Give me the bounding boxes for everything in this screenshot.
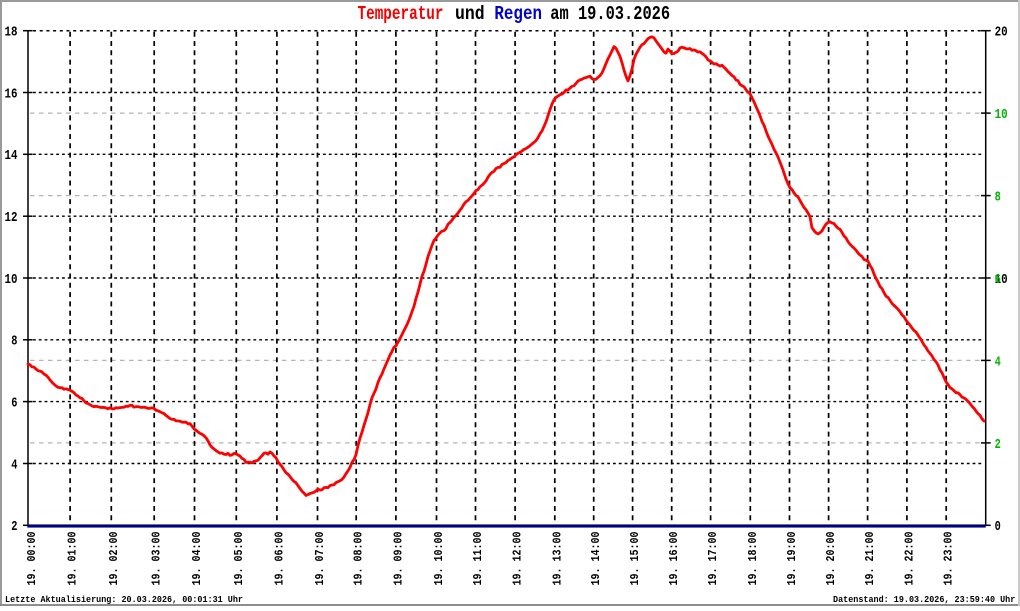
svg-text:6: 6 [11, 396, 17, 412]
svg-text:Letzte Aktualisierung: 20.03.2: Letzte Aktualisierung: 20.03.2026, 00:01… [5, 594, 243, 605]
svg-text:19. 05:00: 19. 05:00 [233, 531, 246, 585]
svg-text:19. 19:00: 19. 19:00 [786, 531, 799, 585]
svg-text:Temperatur: Temperatur [358, 3, 444, 25]
svg-text:4: 4 [995, 354, 1001, 370]
svg-text:Regen: Regen [494, 3, 542, 25]
svg-text:10: 10 [5, 272, 18, 288]
svg-text:19. 21:00: 19. 21:00 [864, 531, 877, 585]
svg-text:12: 12 [5, 210, 18, 226]
svg-text:4: 4 [11, 457, 17, 473]
svg-text:Datenstand: 19.03.2026, 23:59:: Datenstand: 19.03.2026, 23:59:40 Uhr [833, 594, 1016, 605]
svg-text:19. 14:00: 19. 14:00 [590, 531, 603, 585]
svg-text:19. 20:00: 19. 20:00 [825, 531, 838, 585]
svg-text:19. 16:00: 19. 16:00 [668, 531, 681, 585]
svg-text:19. 10:00: 19. 10:00 [433, 531, 446, 585]
svg-text:19. 07:00: 19. 07:00 [314, 531, 327, 585]
svg-text:19. 01:00: 19. 01:00 [67, 531, 80, 585]
svg-text:19. 09:00: 19. 09:00 [392, 531, 405, 585]
svg-text:19. 17:00: 19. 17:00 [707, 531, 720, 585]
svg-text:14: 14 [5, 148, 18, 164]
svg-text:19. 02:00: 19. 02:00 [108, 531, 121, 585]
svg-text:6: 6 [995, 272, 1001, 288]
svg-text:19. 00:00: 19. 00:00 [26, 531, 39, 585]
svg-text:18: 18 [5, 25, 18, 41]
svg-text:19. 13:00: 19. 13:00 [551, 531, 564, 585]
svg-text:16: 16 [5, 86, 18, 102]
svg-text:20: 20 [995, 25, 1008, 41]
svg-text:und: und [455, 3, 485, 25]
svg-text:19. 08:00: 19. 08:00 [353, 531, 366, 585]
svg-text:10: 10 [995, 272, 1008, 288]
svg-text:19. 22:00: 19. 22:00 [903, 531, 916, 585]
svg-text:19. 18:00: 19. 18:00 [747, 531, 760, 585]
svg-text:8: 8 [995, 190, 1001, 206]
svg-text:2: 2 [995, 437, 1001, 453]
svg-text:19. 04:00: 19. 04:00 [191, 531, 204, 585]
svg-text:2: 2 [11, 519, 17, 535]
svg-text:19. 23:00: 19. 23:00 [943, 531, 956, 585]
svg-text:19. 03:00: 19. 03:00 [151, 531, 164, 585]
svg-text:0: 0 [995, 519, 1001, 535]
svg-text:19. 15:00: 19. 15:00 [629, 531, 642, 585]
svg-text:19. 11:00: 19. 11:00 [472, 531, 485, 585]
svg-text:8: 8 [11, 334, 17, 350]
svg-text:am 19.03.2026: am 19.03.2026 [550, 3, 670, 25]
svg-text:19. 06:00: 19. 06:00 [273, 531, 286, 585]
svg-text:10: 10 [995, 107, 1008, 123]
svg-text:19. 12:00: 19. 12:00 [512, 531, 525, 585]
